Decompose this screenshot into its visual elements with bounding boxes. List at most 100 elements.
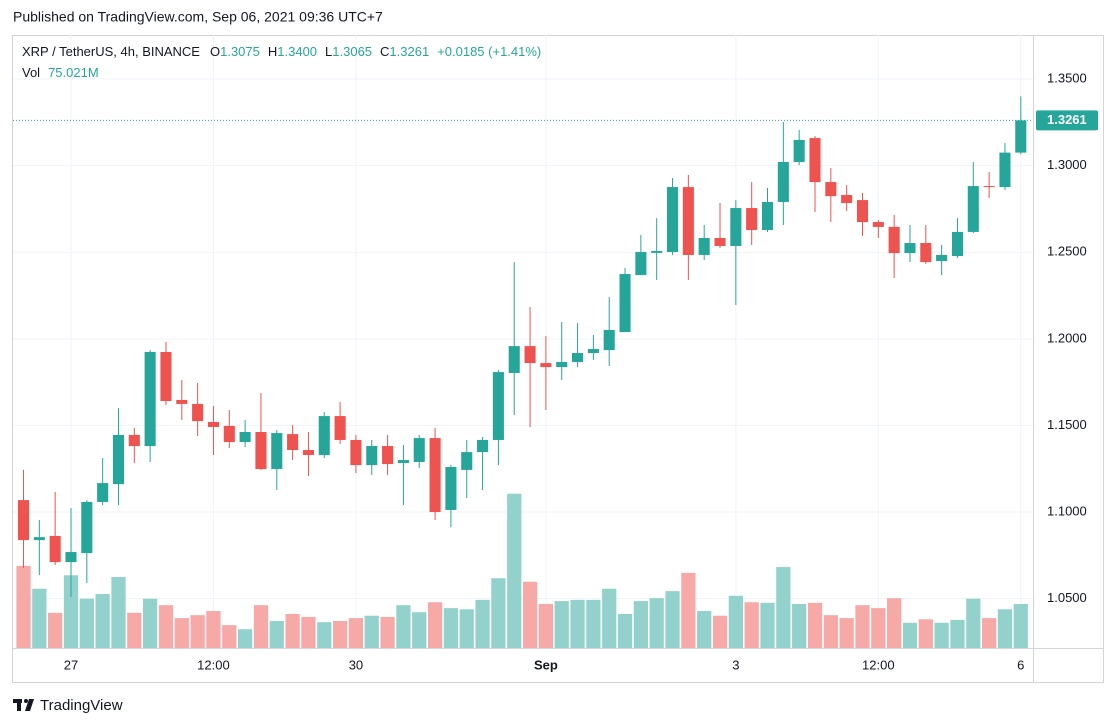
volume-bar [332,621,348,648]
volume-bar [380,616,395,648]
x-tick-label: Sep [534,657,558,672]
candle-body [793,139,805,162]
volume-label: Vol [22,65,40,80]
y-tick-label: 1.2500 [1047,244,1087,259]
volume-bar [807,602,823,648]
brand: TradingView [40,697,123,714]
volume-bar [143,598,158,648]
candle-body [777,161,789,202]
ohlc-value: 1.3075 [220,44,260,59]
volume-bar [48,612,63,648]
candle-body [999,152,1011,188]
x-tick-label: 27 [64,657,78,672]
logo-part [25,699,34,711]
candle-body [524,346,536,364]
volume-bar [982,618,997,648]
last-price-label: 1.3261 [1047,112,1087,127]
ohlc-key: C [380,44,389,59]
candle-body [318,416,330,456]
volume-bar [665,591,680,648]
candle-body [872,222,884,227]
x-tick-label: 3 [732,657,739,672]
candle-body [223,425,235,443]
candle-body [888,226,900,254]
y-tick-label: 1.3000 [1047,157,1087,172]
ohlc-value: 1.3065 [332,44,372,59]
candle-body [207,421,220,427]
candle-body [825,182,837,197]
candle-body [366,446,378,466]
candle-body [920,243,932,263]
volume-bar [427,602,443,648]
y-tick-label: 1.0500 [1047,590,1087,605]
candle-body [33,537,45,541]
candle-body [461,452,473,470]
candle-body [382,446,394,465]
volume-bar [1013,603,1028,648]
candle-body [445,466,457,510]
x-tick-label: 30 [349,657,363,672]
candle-body [160,351,172,401]
x-tick-label: 12:00 [197,657,230,672]
candle-body [587,349,599,354]
volume-bar [253,605,269,648]
candle-body [746,208,758,231]
candle-body [49,535,61,563]
volume-bar [475,599,490,648]
volume-bar [237,629,253,648]
candle-body [429,438,441,513]
volume-bar [570,599,585,648]
candle-body [556,362,568,368]
candle-body [714,238,726,246]
candle-body [904,243,916,254]
plot-area [13,96,1033,648]
candle-body [397,460,409,464]
candle-body [128,434,140,447]
tradingview-logo: TradingView [13,697,123,714]
volume-bar [887,598,902,648]
volume-bar [63,575,79,648]
candle-body [540,363,552,368]
ohlc-key: O [210,44,220,59]
candle-body [81,501,93,554]
volume-bar [174,618,189,648]
candle-body [856,200,869,223]
candle-body [1015,120,1027,153]
candle-body [572,353,584,363]
candle-body [112,434,125,485]
candle-body [983,186,995,188]
y-tick-label: 1.2000 [1047,330,1087,345]
candle-body [302,450,314,456]
volume-bar [950,619,965,648]
chart-frame [12,35,1104,683]
candle-body [255,432,267,470]
volume-bar [222,625,237,648]
volume-bar [206,611,221,648]
volume-bar [79,598,94,648]
y-tick-label: 1.1000 [1047,503,1087,518]
ohlc-value: 1.3400 [277,44,317,59]
volume-bar [301,616,316,648]
ohlc-value: 1.3261 [389,44,429,59]
volume-bar [554,601,569,648]
volume-bar [95,594,110,648]
volume-bar [586,599,601,648]
candle-body [619,274,631,333]
volume-bar [317,622,332,648]
volume-bar [839,618,854,648]
volume-bar [871,608,886,648]
volume-bar [507,493,522,648]
candle-body [635,252,647,276]
last-price-badge [1036,110,1098,131]
volume-bar [16,565,31,648]
volume-bar [776,567,791,648]
axes: 1.0500 1.1000 1.1500 1.2000 1.2500 1.3000 1.35… [64,70,1098,672]
volume-bar [32,588,47,648]
logo-part [24,699,28,703]
volume-bar [158,605,174,648]
candle-body [936,254,948,262]
candle-body [651,250,663,253]
volume-bar [396,605,411,648]
grid [13,35,1033,648]
candle-body [508,346,520,373]
